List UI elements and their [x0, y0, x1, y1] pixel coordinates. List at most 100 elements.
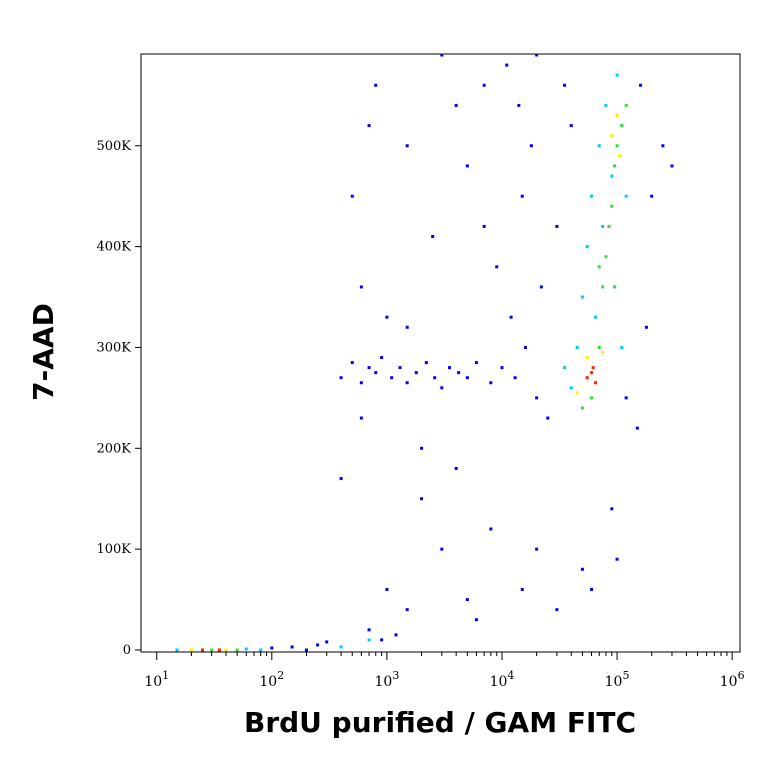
point — [339, 477, 343, 481]
point — [390, 376, 394, 380]
point — [465, 598, 469, 602]
point — [555, 224, 559, 228]
point — [597, 144, 601, 148]
point — [448, 366, 452, 370]
point — [610, 507, 614, 511]
x-tick-base: 10 — [720, 674, 738, 690]
point — [398, 366, 402, 370]
point — [594, 315, 598, 319]
point — [580, 406, 584, 410]
point — [620, 124, 624, 128]
point — [594, 381, 598, 385]
point — [304, 648, 308, 652]
point — [489, 381, 493, 385]
point — [359, 381, 363, 385]
point — [597, 345, 601, 349]
y-tick-label: 100K — [96, 542, 131, 557]
point — [520, 194, 524, 198]
point — [610, 134, 614, 138]
point — [367, 366, 371, 370]
point — [563, 366, 567, 370]
point — [495, 265, 499, 269]
point — [424, 361, 428, 365]
point — [661, 144, 665, 148]
y-axis-title: 7-AAD — [27, 303, 60, 401]
x-tick-base: 10 — [144, 674, 162, 690]
point — [201, 648, 205, 652]
point — [350, 194, 354, 198]
point — [405, 608, 409, 612]
point — [615, 114, 619, 118]
point — [535, 53, 539, 57]
point — [610, 204, 614, 208]
point — [604, 103, 608, 107]
point — [175, 648, 179, 652]
x-tick-exponent: 5 — [622, 669, 629, 682]
point — [374, 371, 378, 375]
point — [639, 83, 643, 87]
point — [433, 376, 437, 380]
point — [440, 547, 444, 551]
point — [613, 285, 617, 289]
point — [618, 154, 622, 158]
point — [482, 224, 486, 228]
point — [217, 648, 221, 652]
point — [620, 345, 624, 349]
point — [575, 345, 579, 349]
point — [454, 466, 458, 470]
x-tick-exponent: 3 — [392, 669, 399, 682]
point — [563, 83, 567, 87]
point — [607, 224, 611, 228]
point — [615, 557, 619, 561]
point — [613, 164, 617, 168]
point — [585, 245, 589, 249]
point — [509, 315, 513, 319]
point — [489, 527, 493, 531]
point — [597, 265, 601, 269]
point — [624, 194, 628, 198]
point — [339, 645, 343, 649]
point — [235, 648, 239, 652]
point — [635, 426, 639, 430]
point — [555, 608, 559, 612]
point — [224, 648, 228, 652]
x-tick-base: 10 — [605, 674, 623, 690]
x-tick-base: 10 — [490, 674, 508, 690]
point — [482, 83, 486, 87]
point — [350, 361, 354, 365]
point — [535, 547, 539, 551]
y-tick-label: 500K — [96, 139, 131, 154]
point — [465, 164, 469, 168]
point — [535, 396, 539, 400]
point — [500, 366, 504, 370]
x-tick-exponent: 6 — [738, 669, 745, 682]
point — [615, 144, 619, 148]
x-tick-base: 10 — [374, 674, 392, 690]
point — [569, 386, 573, 390]
point — [380, 356, 384, 360]
point — [585, 356, 589, 360]
y-tick-label: 200K — [96, 441, 131, 456]
point — [339, 376, 343, 380]
point — [610, 174, 614, 178]
plot-frame — [140, 53, 741, 653]
x-tick-label: 103 — [374, 669, 399, 690]
point — [529, 144, 533, 148]
point — [650, 194, 654, 198]
point — [569, 124, 573, 128]
point — [367, 124, 371, 128]
point — [580, 295, 584, 299]
point — [615, 73, 619, 77]
point — [359, 285, 363, 289]
x-tick-base: 10 — [259, 674, 277, 690]
point — [189, 648, 193, 652]
point — [405, 325, 409, 329]
point — [380, 638, 384, 642]
point — [517, 103, 521, 107]
x-axis-title: BrdU purified / GAM FITC — [244, 706, 636, 739]
x-tick-label: 106 — [720, 669, 745, 690]
point — [624, 103, 628, 107]
point — [575, 391, 579, 395]
